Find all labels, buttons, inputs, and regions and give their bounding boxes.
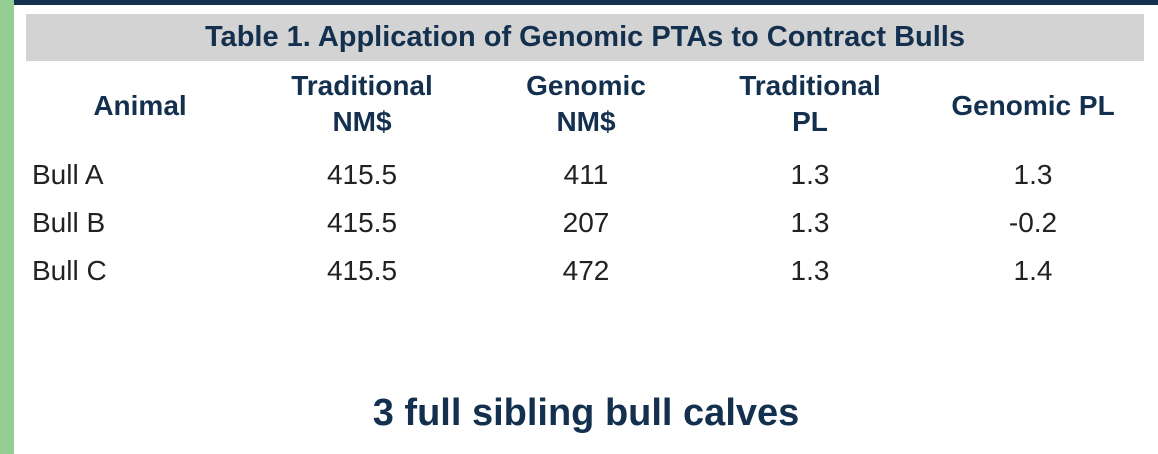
header-traditional-pl-line2: PL <box>792 106 828 137</box>
cell-traditional-pl: 1.3 <box>790 255 830 286</box>
cell-animal: Bull A <box>32 159 104 190</box>
cell-traditional-nm: 415.5 <box>326 255 398 286</box>
header-traditional-nm: Traditional NM$ <box>262 68 462 140</box>
header-genomic-nm-line2: NM$ <box>556 106 616 137</box>
cell-genomic-pl: -0.2 <box>1008 207 1058 238</box>
header-traditional-nm-line1: Traditional <box>291 70 433 101</box>
cell-genomic-pl: 1.4 <box>1013 255 1053 286</box>
cell-traditional-nm: 415.5 <box>326 207 398 238</box>
header-animal-label: Animal <box>93 90 187 121</box>
cell-genomic-pl: 1.3 <box>1013 159 1053 190</box>
header-genomic-pl: Genomic PL <box>928 88 1138 124</box>
table-title: Table 1. Application of Genomic PTAs to … <box>26 14 1144 61</box>
caption: 3 full sibling bull calves <box>372 392 800 434</box>
cell-genomic-nm: 411 <box>563 159 609 190</box>
header-traditional-nm-line2: NM$ <box>332 106 392 137</box>
cell-genomic-nm: 207 <box>562 207 610 238</box>
top-rule <box>14 0 1158 5</box>
header-genomic-pl-label: Genomic PL <box>951 90 1115 121</box>
cell-genomic-nm: 472 <box>562 255 610 286</box>
header-traditional-pl: Traditional PL <box>710 68 910 140</box>
header-genomic-nm-line1: Genomic <box>526 70 646 101</box>
header-traditional-pl-line1: Traditional <box>739 70 881 101</box>
header-animal: Animal <box>40 88 240 124</box>
header-genomic-nm: Genomic NM$ <box>486 68 686 140</box>
left-accent-bar <box>0 0 14 454</box>
cell-traditional-nm: 415.5 <box>326 159 398 190</box>
cell-traditional-pl: 1.3 <box>790 207 830 238</box>
cell-animal: Bull B <box>32 207 106 238</box>
cell-animal: Bull C <box>32 255 107 286</box>
cell-traditional-pl: 1.3 <box>790 159 830 190</box>
